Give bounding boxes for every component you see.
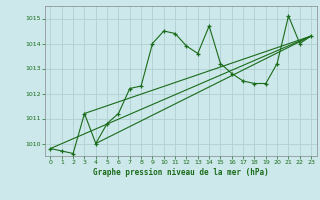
X-axis label: Graphe pression niveau de la mer (hPa): Graphe pression niveau de la mer (hPa) [93, 168, 269, 177]
